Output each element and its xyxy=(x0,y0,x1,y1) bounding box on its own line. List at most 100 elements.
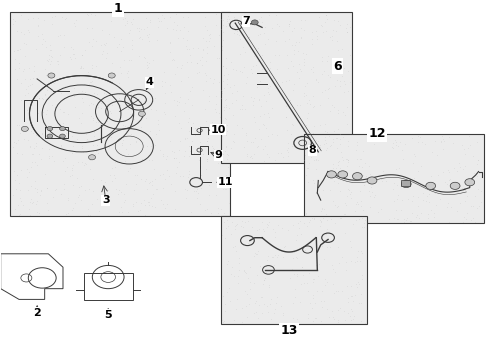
Point xyxy=(227,231,235,237)
Point xyxy=(60,96,68,102)
Point xyxy=(266,12,273,18)
Point xyxy=(69,163,77,168)
Point xyxy=(292,39,299,45)
Point xyxy=(415,215,422,220)
Point xyxy=(408,135,416,141)
Point xyxy=(319,187,327,193)
Point xyxy=(165,174,173,179)
Point xyxy=(44,58,52,64)
Point xyxy=(196,139,204,145)
Point xyxy=(223,76,231,82)
Point xyxy=(142,116,150,121)
Point xyxy=(201,207,209,213)
Point xyxy=(68,165,76,171)
Point xyxy=(222,128,230,134)
Point xyxy=(234,296,242,302)
Point xyxy=(201,70,209,76)
Point xyxy=(139,157,147,162)
Point xyxy=(467,203,475,208)
Point xyxy=(434,172,442,178)
Point xyxy=(117,36,125,42)
Point xyxy=(195,176,202,181)
Point xyxy=(85,186,93,192)
Point xyxy=(290,81,298,86)
Point xyxy=(155,127,163,133)
Point xyxy=(127,57,135,63)
Point xyxy=(216,55,223,61)
Point xyxy=(468,175,476,181)
Point xyxy=(260,30,268,36)
Point xyxy=(307,154,315,159)
Point xyxy=(191,125,199,131)
Point xyxy=(281,243,289,248)
Point xyxy=(10,168,18,174)
Point xyxy=(363,136,371,141)
Point xyxy=(128,37,136,42)
Point xyxy=(465,145,472,151)
Point xyxy=(396,139,404,145)
Point xyxy=(204,132,212,138)
Point xyxy=(253,227,261,233)
Point xyxy=(79,149,87,155)
Point xyxy=(173,35,181,41)
Point xyxy=(176,27,184,32)
Point xyxy=(43,73,50,78)
Point xyxy=(412,215,420,220)
Point xyxy=(282,114,290,120)
Point xyxy=(120,97,128,103)
Point xyxy=(316,217,323,223)
Point xyxy=(317,219,325,224)
Point xyxy=(275,23,283,29)
Point xyxy=(346,79,354,85)
Point xyxy=(297,281,305,287)
Point xyxy=(105,145,113,150)
Point xyxy=(322,28,330,33)
Point xyxy=(304,311,312,316)
Point xyxy=(417,210,425,216)
Point xyxy=(289,63,297,69)
Point xyxy=(297,34,305,40)
Point xyxy=(466,133,473,139)
Point xyxy=(205,98,213,103)
Point xyxy=(336,78,343,84)
Point xyxy=(308,137,316,143)
Point xyxy=(89,117,97,123)
Point xyxy=(241,269,249,275)
Point xyxy=(45,207,52,212)
Point xyxy=(245,46,253,52)
Point xyxy=(428,186,436,192)
Point xyxy=(318,243,326,249)
Point xyxy=(247,153,255,159)
Point xyxy=(193,71,201,76)
Point xyxy=(46,61,54,67)
Point xyxy=(19,68,26,74)
Point xyxy=(167,49,174,55)
Point xyxy=(184,28,192,34)
Point xyxy=(285,99,293,104)
Point xyxy=(203,139,211,144)
Point xyxy=(219,186,227,192)
Point xyxy=(33,162,41,168)
Point xyxy=(110,35,118,40)
Point xyxy=(161,100,169,106)
Point xyxy=(50,111,58,116)
Point xyxy=(48,153,56,159)
Point xyxy=(153,37,161,42)
Point xyxy=(230,16,238,22)
Point xyxy=(318,205,326,211)
Point xyxy=(202,78,210,84)
Point xyxy=(262,269,270,274)
Point xyxy=(146,86,154,91)
Point xyxy=(119,44,127,50)
Point xyxy=(39,37,47,42)
Point xyxy=(309,135,317,141)
Point xyxy=(176,173,184,179)
Point xyxy=(74,194,82,200)
Point xyxy=(254,315,262,320)
Point xyxy=(249,63,257,68)
Point xyxy=(70,85,77,91)
Point xyxy=(352,281,360,287)
Point xyxy=(309,64,317,70)
Point xyxy=(212,101,220,107)
Point xyxy=(186,52,194,58)
